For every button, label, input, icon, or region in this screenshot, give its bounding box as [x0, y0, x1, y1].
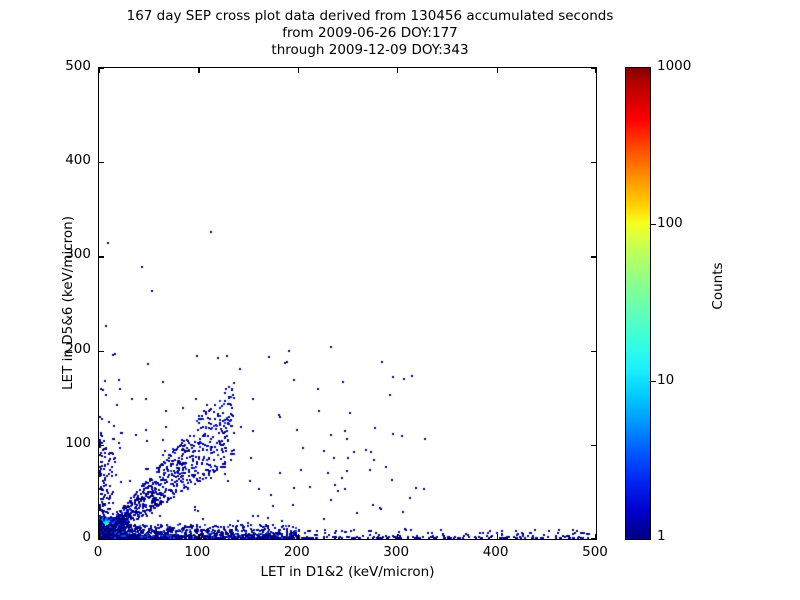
x-tick-label-0: 0 — [93, 544, 103, 560]
plot-title-line-1: 167 day SEP cross plot data derived from… — [126, 8, 614, 24]
x-tick-label-200: 200 — [283, 544, 310, 560]
y-tick-500 — [591, 68, 596, 70]
plot-title-line-2: from 2009-06-26 DOY:177 — [282, 25, 458, 41]
y-tick-500 — [99, 68, 104, 70]
x-tick-label-500: 500 — [582, 544, 608, 560]
colorbar-label-100: 100 — [657, 215, 683, 231]
y-tick-label-100: 100 — [65, 434, 91, 451]
colorbar-label-1000: 1000 — [657, 58, 692, 74]
y-tick-label-400: 400 — [65, 152, 91, 169]
colorbar-tick-10 — [651, 381, 656, 383]
plot-title-line-3: through 2009-12-09 DOY:343 — [271, 42, 469, 58]
y-tick-100 — [591, 444, 596, 447]
y-tick-label-200: 200 — [65, 340, 91, 357]
y-tick-400 — [591, 162, 596, 164]
colorbar-gradient — [625, 67, 651, 540]
x-tick-0 — [99, 68, 101, 73]
colorbar — [625, 67, 656, 540]
colorbar-title: Counts — [710, 262, 726, 310]
x-tick-400 — [496, 68, 498, 73]
x-tick-300 — [397, 68, 399, 73]
x-tick-label-300: 300 — [383, 544, 410, 560]
scatter-plot-area — [98, 67, 597, 540]
x-axis-label: LET in D1&2 (keV/micron) — [260, 564, 435, 580]
y-tick-300 — [591, 256, 596, 258]
y-tick-label-0: 0 — [82, 529, 91, 545]
y-tick-300 — [99, 256, 104, 258]
colorbar-tick-100 — [651, 224, 656, 226]
x-tick-400 — [496, 534, 498, 539]
y-tick-0 — [99, 537, 104, 539]
colorbar-label-10: 10 — [657, 372, 675, 388]
y-tick-label-300: 300 — [65, 246, 91, 263]
x-tick-100 — [198, 534, 200, 539]
x-tick-200 — [297, 68, 300, 73]
x-tick-0 — [99, 534, 101, 539]
y-axis-label: LET in D5&6 (keV/micron) — [60, 216, 76, 390]
x-tick-label-400: 400 — [482, 544, 509, 560]
colorbar-label-1: 1 — [657, 527, 666, 544]
x-tick-200 — [297, 534, 300, 539]
y-tick-200 — [591, 350, 596, 352]
plot-title: 167 day SEP cross plot data derived from… — [0, 8, 740, 59]
y-tick-0 — [591, 537, 596, 539]
x-tick-300 — [397, 534, 399, 539]
y-tick-400 — [99, 162, 104, 164]
x-tick-500 — [594, 534, 596, 539]
x-tick-100 — [198, 68, 200, 73]
y-tick-label-500: 500 — [65, 58, 91, 74]
x-tick-label-100: 100 — [184, 544, 211, 560]
y-tick-200 — [99, 350, 104, 352]
scatter-data-layer — [99, 68, 596, 539]
y-tick-100 — [99, 444, 104, 447]
x-tick-500 — [594, 68, 596, 73]
